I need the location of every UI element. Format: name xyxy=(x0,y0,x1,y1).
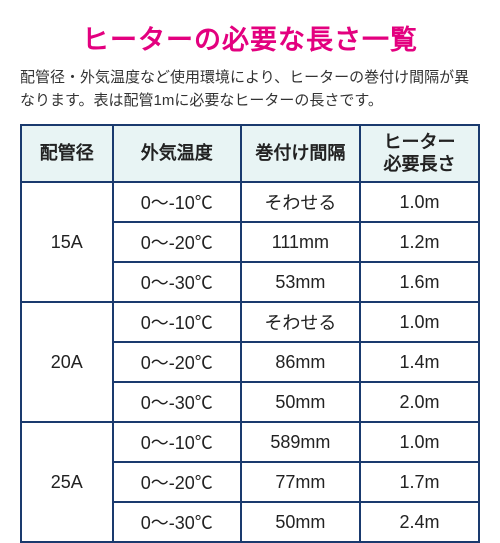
cell-temp: 0〜-20℃ xyxy=(113,222,241,262)
cell-length: 1.2m xyxy=(360,222,479,262)
cell-length: 1.7m xyxy=(360,462,479,502)
table-row: 15A 0〜-10℃ そわせる 1.0m xyxy=(21,182,479,222)
page-title: ヒーターの必要な長さ一覧 xyxy=(20,18,480,57)
cell-interval: 53mm xyxy=(241,262,360,302)
cell-length: 2.4m xyxy=(360,502,479,542)
cell-pipe: 15A xyxy=(21,182,113,302)
cell-interval: 111mm xyxy=(241,222,360,262)
cell-length: 2.0m xyxy=(360,382,479,422)
cell-length: 1.6m xyxy=(360,262,479,302)
cell-temp: 0〜-10℃ xyxy=(113,182,241,222)
cell-length: 1.0m xyxy=(360,182,479,222)
cell-interval: 50mm xyxy=(241,382,360,422)
table-row: 20A 0〜-10℃ そわせる 1.0m xyxy=(21,302,479,342)
col-header-interval: 巻付け間隔 xyxy=(241,125,360,182)
cell-temp: 0〜-30℃ xyxy=(113,382,241,422)
col-header-temp: 外気温度 xyxy=(113,125,241,182)
cell-length: 1.0m xyxy=(360,302,479,342)
cell-temp: 0〜-20℃ xyxy=(113,462,241,502)
table-row: 25A 0〜-10℃ 589mm 1.0m xyxy=(21,422,479,462)
cell-temp: 0〜-30℃ xyxy=(113,262,241,302)
cell-interval: そわせる xyxy=(241,302,360,342)
description-text: 配管径・外気温度など使用環境により、ヒーターの巻付け間隔が異なります。表は配管1… xyxy=(20,67,480,112)
cell-interval: 77mm xyxy=(241,462,360,502)
cell-interval: 50mm xyxy=(241,502,360,542)
cell-pipe: 25A xyxy=(21,422,113,542)
cell-length: 1.0m xyxy=(360,422,479,462)
cell-temp: 0〜-30℃ xyxy=(113,502,241,542)
cell-length: 1.4m xyxy=(360,342,479,382)
cell-interval: そわせる xyxy=(241,182,360,222)
cell-temp: 0〜-10℃ xyxy=(113,302,241,342)
heater-length-table: 配管径 外気温度 巻付け間隔 ヒーター 必要長さ 15A 0〜-10℃ そわせる… xyxy=(20,124,480,543)
cell-pipe: 20A xyxy=(21,302,113,422)
cell-interval: 589mm xyxy=(241,422,360,462)
cell-temp: 0〜-10℃ xyxy=(113,422,241,462)
cell-interval: 86mm xyxy=(241,342,360,382)
cell-temp: 0〜-20℃ xyxy=(113,342,241,382)
col-header-length: ヒーター 必要長さ xyxy=(360,125,479,182)
col-header-pipe: 配管径 xyxy=(21,125,113,182)
